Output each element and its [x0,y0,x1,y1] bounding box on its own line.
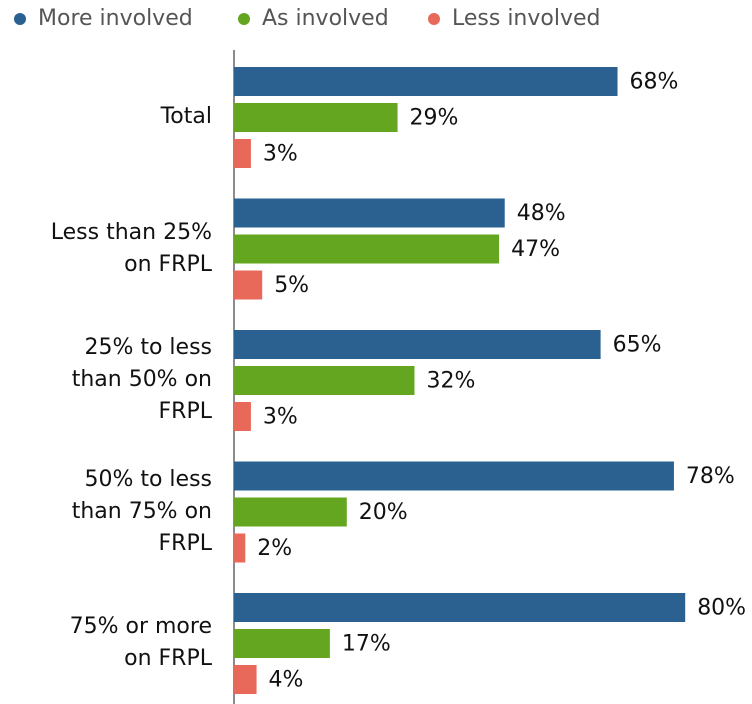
category-text: Total [160,104,212,129]
category-label: 75% or more on FRPL [0,611,212,675]
value-label: 29% [410,106,459,131]
bar [234,366,415,395]
value-label: 47% [511,237,560,262]
legend-marker [428,13,440,25]
bar [234,198,505,228]
value-label: 80% [697,596,746,621]
category-text: 50% to less than 75% on FRPL [71,466,212,556]
category-text: 25% to less than 50% on FRPL [71,335,212,424]
bar [234,234,500,264]
bar [234,270,263,300]
value-label: 48% [517,201,566,226]
value-label: 4% [269,668,304,693]
value-label: 78% [686,464,735,489]
category-text: 75% or more on FRPL [69,614,212,671]
value-label: 2% [257,536,292,561]
legend-marker [238,13,250,25]
bar [234,593,686,622]
value-label: 20% [359,500,408,525]
bar [234,103,398,132]
category-label: Less than 25% on FRPL [0,217,212,281]
bar [234,461,674,491]
category-text: Less than 25% on FRPL [50,219,212,277]
value-label: 65% [613,333,662,358]
bar [234,139,251,168]
value-label: 17% [342,632,391,657]
legend-label: As involved [262,6,389,31]
bar [234,533,246,563]
bar [234,402,251,431]
value-label: 32% [426,369,475,394]
bar [234,665,257,694]
category-label: 50% to less than 75% on FRPL [0,464,212,560]
category-label: 25% to less than 50% on FRPL [0,332,212,428]
bar [234,67,618,96]
value-label: 68% [630,70,679,95]
bar [234,497,347,527]
value-label: 3% [263,405,298,430]
legend-label: More involved [38,6,193,31]
value-label: 5% [274,273,309,298]
legend-marker [14,13,26,25]
bar [234,330,601,359]
value-label: 3% [263,142,298,167]
category-label: Total [0,101,212,133]
bar [234,629,330,658]
legend-label: Less involved [452,6,601,31]
